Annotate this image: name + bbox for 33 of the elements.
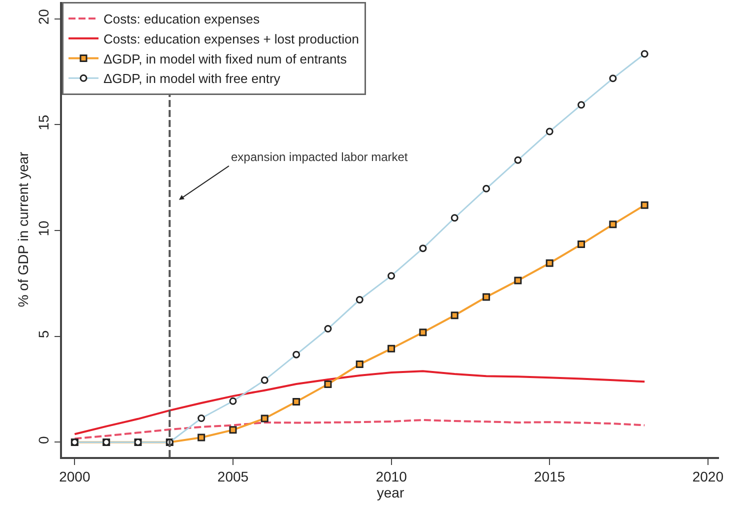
x-tick-label: 2000 bbox=[59, 468, 90, 485]
point bbox=[609, 220, 617, 228]
x-tick-label: 2020 bbox=[692, 468, 724, 485]
legend-label: ΔGDP, in model with fixed num of entrants bbox=[104, 51, 348, 66]
legend-label: Costs: education expenses + lost production bbox=[104, 31, 359, 46]
point bbox=[482, 293, 490, 301]
x-axis-title: year bbox=[376, 484, 404, 501]
x-tick-label: 2010 bbox=[376, 468, 408, 485]
point bbox=[514, 276, 522, 284]
y-tick-label: 0 bbox=[36, 436, 52, 444]
point bbox=[419, 328, 427, 336]
y-tick-label: 5 bbox=[36, 330, 52, 338]
point bbox=[578, 240, 586, 248]
point bbox=[640, 201, 648, 209]
point bbox=[229, 426, 237, 434]
line-series bbox=[74, 370, 646, 436]
y-axis-title: % of GDP in current year bbox=[14, 151, 31, 308]
point bbox=[260, 414, 268, 422]
x-tick-label: 2015 bbox=[534, 468, 566, 485]
point bbox=[292, 398, 300, 406]
point bbox=[388, 344, 396, 352]
point bbox=[198, 434, 206, 442]
legend-label: Costs: education expenses bbox=[104, 12, 260, 27]
x-tick-label: 2005 bbox=[217, 468, 249, 485]
y-tick-label: 20 bbox=[36, 8, 52, 25]
point bbox=[546, 259, 554, 267]
point bbox=[356, 360, 364, 368]
legend-label: ΔGDP, in model with free entry bbox=[104, 71, 281, 86]
annotation: expansion impacted labor market bbox=[231, 150, 408, 164]
point bbox=[450, 312, 458, 320]
y-tick-label: 15 bbox=[36, 114, 52, 130]
point bbox=[324, 380, 332, 388]
y-tick-label: 10 bbox=[36, 220, 52, 236]
